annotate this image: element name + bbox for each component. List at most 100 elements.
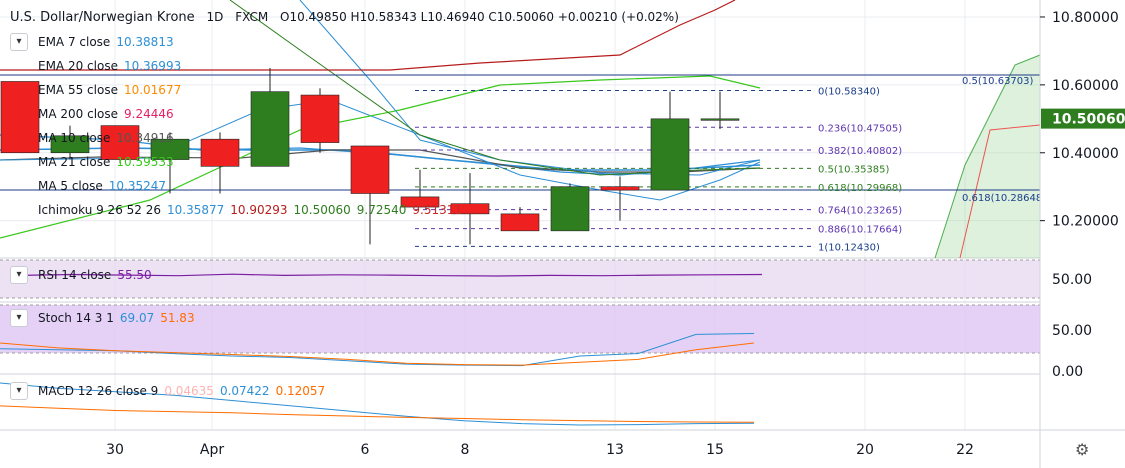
chevron-down-icon: ▾ bbox=[16, 36, 22, 47]
legend-value: 10.59533 bbox=[116, 155, 174, 169]
ichimoku-value: 9.51311 bbox=[412, 203, 463, 217]
macd-signal-line bbox=[0, 405, 755, 423]
candle-body bbox=[350, 145, 390, 194]
x-tick-label: 30 bbox=[106, 442, 124, 458]
legend-value: 10.01677 bbox=[123, 83, 182, 97]
ichimoku-cloud bbox=[935, 55, 1040, 258]
rsi-legend: RSI 14 close 55.50 bbox=[38, 267, 158, 283]
senkou-b bbox=[959, 124, 1041, 259]
chevron-down-icon: ▾ bbox=[16, 269, 22, 280]
legend-item: MA 21 close 10.59533 bbox=[38, 154, 180, 170]
ichimoku-value: 9.72540 bbox=[356, 203, 407, 217]
fib-level-label: 0.5(10.35385) bbox=[818, 164, 890, 175]
candle-body bbox=[700, 118, 740, 121]
rsi-name: RSI 14 close bbox=[38, 268, 112, 282]
x-tick-label: 15 bbox=[706, 442, 724, 458]
ma21-line bbox=[0, 75, 761, 239]
x-tick-label: 6 bbox=[361, 442, 370, 458]
stoch-tick-label: 0.00 bbox=[1052, 364, 1083, 380]
chevron-down-icon: ▾ bbox=[16, 312, 22, 323]
macd-signal-value: 0.12057 bbox=[275, 384, 326, 398]
y-tick-label: 10.40000 bbox=[1052, 146, 1119, 162]
interval-label[interactable]: 1D bbox=[206, 10, 224, 24]
rsi-band bbox=[0, 260, 1040, 298]
chevron-down-icon: ▾ bbox=[16, 385, 22, 396]
rsi-tick-label: 50.00 bbox=[1052, 272, 1092, 288]
ichimoku-value: 10.35877 bbox=[167, 203, 225, 217]
fib-level-label: 0.382(10.40802) bbox=[818, 146, 902, 157]
y-tick-label: 10.20000 bbox=[1052, 214, 1119, 230]
current-price-marker bbox=[1041, 108, 1125, 129]
macd-value: 0.07422 bbox=[219, 384, 270, 398]
fib-level-label: 1(10.12430) bbox=[818, 242, 880, 253]
x-tick-label: Apr bbox=[200, 442, 224, 458]
legend-item: MA 10 close 10.34916 bbox=[38, 130, 180, 146]
candle-body bbox=[550, 186, 590, 232]
legend-name: MA 200 close bbox=[38, 107, 119, 121]
candle-body bbox=[50, 135, 90, 154]
legend-name: EMA 7 close bbox=[38, 35, 111, 49]
legend-name: EMA 55 close bbox=[38, 83, 118, 97]
candle-body bbox=[300, 94, 340, 143]
senkou-a bbox=[934, 54, 1041, 259]
source-label: FXCM bbox=[235, 10, 269, 24]
candle-body bbox=[450, 203, 490, 215]
rsi-line bbox=[19, 273, 763, 277]
candle-body bbox=[650, 118, 690, 191]
collapse-legend-button[interactable]: ▾ bbox=[10, 33, 28, 51]
legend-item: EMA 7 close 10.38813 bbox=[38, 34, 180, 50]
macd-hist-value: 0.04635 bbox=[164, 384, 214, 398]
stoch-d-line bbox=[0, 342, 755, 366]
y-tick-label: 10.80000 bbox=[1052, 10, 1119, 26]
fib-level-label: 0.236(10.47505) bbox=[818, 123, 902, 134]
x-tick-label: 13 bbox=[606, 442, 624, 458]
ohlc-readout: O10.49850 H10.58343 L10.46940 C10.50060 … bbox=[280, 10, 679, 24]
ichimoku-value: 10.90293 bbox=[230, 203, 288, 217]
ema20-line bbox=[0, 147, 761, 171]
stoch-legend: Stoch 14 3 1 69.07 51.83 bbox=[38, 310, 201, 326]
kijun-line bbox=[229, 0, 761, 176]
collapse-stoch-button[interactable]: ▾ bbox=[10, 309, 28, 327]
legend-value: 10.35247 bbox=[108, 179, 166, 193]
settings-gear-icon[interactable]: ⚙ bbox=[1075, 440, 1090, 459]
macd-name: MACD 12 26 close 9 bbox=[38, 384, 159, 398]
legend-name: MA 5 close bbox=[38, 179, 103, 193]
current-price-label: 10.50060 bbox=[1052, 112, 1125, 128]
candle-body bbox=[0, 81, 40, 154]
legend-item: MA 5 close 10.35247 bbox=[38, 178, 172, 194]
y-tick-label: 10.60000 bbox=[1052, 78, 1119, 94]
legend-value: 10.34916 bbox=[116, 131, 174, 145]
collapse-macd-button[interactable]: ▾ bbox=[10, 382, 28, 400]
rsi-value: 55.50 bbox=[117, 268, 152, 282]
x-tick-label: 20 bbox=[856, 442, 874, 458]
legend-item: EMA 20 close 10.36993 bbox=[38, 58, 187, 74]
symbol-title: U.S. Dollar/Norwegian Krone bbox=[10, 10, 195, 25]
candle-body bbox=[250, 91, 290, 167]
ichimoku-legend: Ichimoku 9 26 52 26 10.35877 10.90293 10.50… bbox=[38, 202, 468, 218]
legend-value: 10.38813 bbox=[116, 35, 174, 49]
legend-name: MA 10 close bbox=[38, 131, 111, 145]
collapse-rsi-button[interactable]: ▾ bbox=[10, 266, 28, 284]
stoch-d-value: 51.83 bbox=[160, 311, 195, 325]
fib-level-label: 0.886(10.17664) bbox=[818, 225, 902, 236]
ichimoku-value: 10.50060 bbox=[293, 203, 351, 217]
candle-body bbox=[600, 186, 640, 191]
candle-body bbox=[400, 196, 440, 208]
x-tick-label: 8 bbox=[461, 442, 470, 458]
candle-body bbox=[150, 138, 190, 160]
fib-level-label: 0(10.58340) bbox=[818, 87, 880, 98]
legend-name: EMA 20 close bbox=[38, 59, 118, 73]
legend-value: 10.36993 bbox=[123, 59, 182, 73]
chart-header: U.S. Dollar/Norwegian Krone 1D FXCM O10.… bbox=[10, 10, 687, 25]
x-tick-label: 22 bbox=[956, 442, 974, 458]
legend-item: MA 200 close 9.24446 bbox=[38, 106, 180, 122]
fib-level-label: 0.764(10.23265) bbox=[818, 206, 902, 217]
stoch-tick-label: 50.00 bbox=[1052, 323, 1092, 339]
candle-body bbox=[500, 213, 540, 232]
fib-long-label: 0.5(10.63703) bbox=[962, 76, 1034, 87]
stoch-name: Stoch 14 3 1 bbox=[38, 311, 114, 325]
macd-line bbox=[0, 382, 755, 426]
legend-name: MA 21 close bbox=[38, 155, 111, 169]
candle-body bbox=[100, 125, 140, 160]
